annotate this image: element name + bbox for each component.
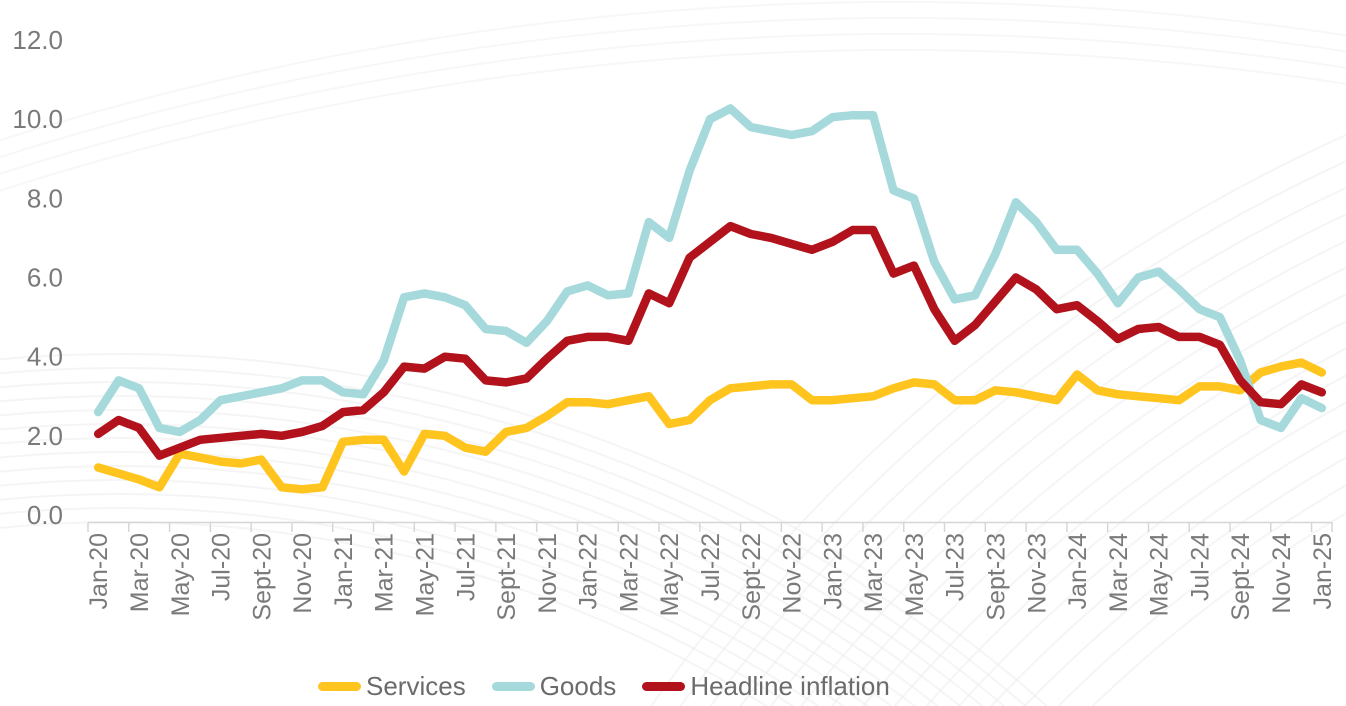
y-axis-label: 4.0 — [27, 342, 63, 372]
services-legend-swatch-icon — [318, 681, 361, 691]
x-axis-label: Mar-24 — [1105, 533, 1133, 612]
y-axis-label: 6.0 — [27, 263, 63, 293]
y-axis-label: 2.0 — [27, 421, 63, 451]
x-axis-label: Nov-22 — [779, 533, 807, 614]
headline-legend-swatch-icon — [642, 681, 686, 691]
headline-inflation-line — [93, 221, 1327, 460]
x-axis-label: May-22 — [656, 533, 684, 616]
y-axis-label: 10.0 — [12, 104, 63, 134]
x-axis-label: Nov-24 — [1268, 533, 1296, 614]
watermark-arc — [0, 507, 795, 706]
watermark-arc — [0, 409, 962, 706]
x-axis-label: Jan-20 — [85, 533, 113, 609]
watermark-arc — [0, 49, 1346, 193]
x-axis-label: Mar-23 — [860, 533, 888, 612]
watermark-arc — [0, 353, 1048, 706]
x-axis-label: Jan-24 — [1064, 533, 1092, 610]
watermark-arc — [0, 451, 893, 706]
legend-item-services: Services — [318, 671, 466, 702]
watermark-arc — [831, 293, 1346, 706]
watermark-arc — [0, 437, 916, 706]
legend-item-headline: Headline inflation — [642, 670, 890, 702]
y-axis-label: 0.0 — [27, 500, 63, 530]
services-line — [93, 358, 1327, 494]
x-axis-label: Sept-24 — [1227, 533, 1255, 621]
x-axis-label: Nov-20 — [289, 533, 317, 614]
x-axis-label: Jan-25 — [1309, 533, 1337, 609]
x-axis-label: May-23 — [901, 533, 929, 616]
watermark-arc — [0, 17, 1346, 159]
x-axis-label: May-21 — [411, 533, 439, 616]
watermark-arc — [925, 374, 1346, 706]
x-axis-label: Jul-23 — [942, 533, 970, 601]
x-axis-label: Jul-24 — [1186, 533, 1214, 601]
legend-item-goods: Goods — [491, 670, 617, 702]
watermark-arc — [0, 493, 820, 706]
x-axis-label: Jul-21 — [452, 533, 480, 601]
goods-legend-swatch-icon — [491, 681, 535, 691]
x-axis-label: Mar-21 — [371, 533, 399, 612]
x-axis-label: Sept-22 — [738, 533, 766, 621]
x-axis-label: Jan-21 — [330, 533, 358, 609]
chart-legend: Services Goods Headline inflation — [318, 666, 890, 706]
x-axis-label: Nov-21 — [534, 533, 562, 614]
watermark-arc — [990, 429, 1346, 706]
watermark-arc — [0, 395, 984, 706]
x-axis-label: May-24 — [1146, 533, 1174, 616]
x-axis-label: Sept-20 — [248, 533, 276, 621]
watermark-arc — [0, 465, 869, 706]
x-axis-label: Jan-22 — [575, 533, 603, 609]
x-axis-label: Sept-21 — [493, 533, 521, 621]
watermark-arc — [0, 367, 1027, 706]
watermark-arc — [0, 33, 1346, 176]
y-axis-label: 12.0 — [12, 25, 63, 55]
x-axis-label: Jul-22 — [697, 533, 725, 601]
x-axis-label: Mar-22 — [615, 533, 643, 612]
x-axis-label: Sept-23 — [983, 533, 1011, 621]
x-axis-label: Jan-23 — [819, 533, 847, 609]
goods-legend-label: Goods — [539, 670, 617, 701]
headline-legend-label: Headline inflation — [690, 670, 890, 701]
watermark-arc — [0, 479, 845, 706]
y-axis-label: 8.0 — [27, 183, 63, 213]
x-axis-label: Nov-23 — [1023, 533, 1051, 614]
services-legend-label: Services — [366, 670, 466, 701]
x-axis-label: Mar-20 — [126, 533, 154, 612]
x-axis-label: May-20 — [167, 533, 195, 616]
goods-line — [93, 104, 1327, 437]
x-axis-label: Jul-20 — [208, 533, 236, 601]
